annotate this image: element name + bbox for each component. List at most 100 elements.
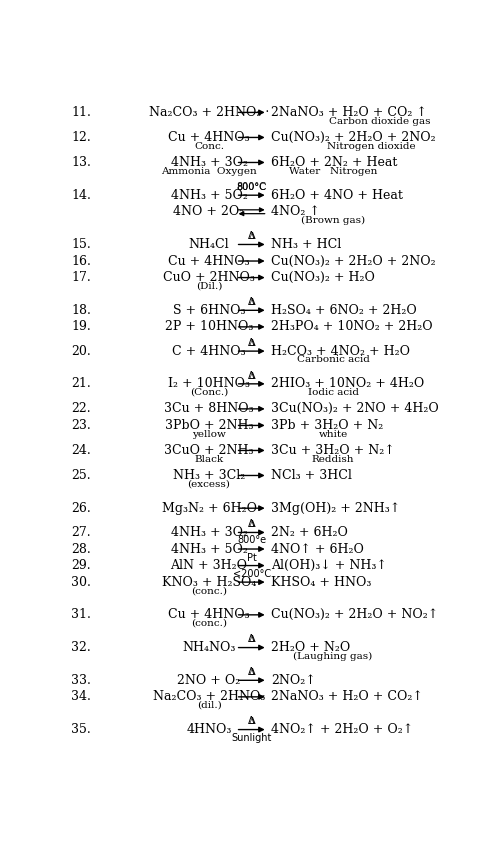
Text: 2HIO₃ + 10NO₂ + 4H₂O: 2HIO₃ + 10NO₂ + 4H₂O [271,378,424,390]
Text: Na₂CO₃ + 2HNO₃ ·: Na₂CO₃ + 2HNO₃ · [149,106,269,119]
Text: 4NH₃ + 3O₂: 4NH₃ + 3O₂ [170,526,247,539]
Text: 3PbO + 2NH₃: 3PbO + 2NH₃ [165,419,253,432]
Text: 19.: 19. [71,320,91,334]
Text: 3Cu(NO₃)₂ + 2NO + 4H₂O: 3Cu(NO₃)₂ + 2NO + 4H₂O [271,402,439,415]
Text: 30.: 30. [71,576,91,589]
Text: KHSO₄ + HNO₃: KHSO₄ + HNO₃ [271,576,371,589]
Text: (conc.): (conc.) [191,619,227,628]
Text: 3Pb + 3H₂O + N₂: 3Pb + 3H₂O + N₂ [271,419,383,432]
Text: 4NH₃ + 3O₂: 4NH₃ + 3O₂ [170,156,247,169]
Text: 2NaNO₃ + H₂O + CO₂ ↑: 2NaNO₃ + H₂O + CO₂ ↑ [271,106,427,119]
Text: Pt: Pt [247,553,256,563]
Text: 25.: 25. [71,469,91,482]
Text: 33.: 33. [71,674,91,687]
Text: 29.: 29. [71,559,91,572]
Text: Δ: Δ [248,371,255,381]
Text: NCl₃ + 3HCl: NCl₃ + 3HCl [271,469,352,482]
Text: NH₄NO₃: NH₄NO₃ [182,641,236,654]
Text: Δ: Δ [248,372,255,380]
Text: Al(OH)₃↓ + NH₃↑: Al(OH)₃↓ + NH₃↑ [271,559,387,572]
Text: Ammonia  Oxygen: Ammonia Oxygen [161,167,257,175]
Text: 2NO₂↑: 2NO₂↑ [271,674,316,687]
Text: Iodic acid: Iodic acid [307,388,359,397]
Text: Cu + 4HNO₃: Cu + 4HNO₃ [168,255,250,268]
Text: 3Cu + 3H₂O + N₂↑: 3Cu + 3H₂O + N₂↑ [271,444,395,457]
Text: yellow: yellow [192,429,226,439]
Text: NH₄Cl: NH₄Cl [189,238,229,251]
Text: 6H₂O + 2N₂ + Heat: 6H₂O + 2N₂ + Heat [271,156,397,169]
Text: 32.: 32. [71,641,91,654]
Text: 3CuO + 2NH₃: 3CuO + 2NH₃ [164,444,254,457]
Text: 17.: 17. [71,271,91,284]
Text: KNO₃ + H₂SO₄: KNO₃ + H₂SO₄ [162,576,256,589]
Text: Δ: Δ [248,298,255,307]
Text: Nitrogen dioxide: Nitrogen dioxide [328,141,416,151]
Text: 16.: 16. [71,255,91,268]
Text: 24.: 24. [71,444,91,457]
Text: Δ: Δ [248,297,255,307]
Text: (Brown gas): (Brown gas) [301,216,365,225]
Text: 4NH₃ + 5O₂: 4NH₃ + 5O₂ [170,189,247,202]
Text: Cu(NO₃)₂ + 2H₂O + 2NO₂: Cu(NO₃)₂ + 2H₂O + 2NO₂ [271,255,436,268]
Text: 22.: 22. [71,402,91,415]
Text: Δ: Δ [248,668,255,677]
Text: 2H₃PO₄ + 10NO₂ + 2H₂O: 2H₃PO₄ + 10NO₂ + 2H₂O [271,320,433,334]
Text: Cu(NO₃)₂ + H₂O: Cu(NO₃)₂ + H₂O [271,271,375,284]
Text: Water   Nitrogen: Water Nitrogen [289,167,377,175]
Text: 11.: 11. [71,106,91,119]
Text: 23.: 23. [71,419,91,432]
Text: 800°e: 800°e [237,535,266,545]
Text: (dil.): (dil.) [197,701,221,710]
Text: 35.: 35. [71,723,91,736]
Text: Δ: Δ [248,634,255,645]
Text: I₂ + 10HNO₃: I₂ + 10HNO₃ [168,378,250,390]
Text: Conc.: Conc. [194,141,224,151]
Text: 4HNO₃: 4HNO₃ [186,723,232,736]
Text: C + 4HNO₃: C + 4HNO₃ [172,345,246,357]
Text: 14.: 14. [71,189,91,202]
Text: Δ: Δ [248,519,255,529]
Text: Cu + 4HNO₃: Cu + 4HNO₃ [168,131,250,144]
Text: Δ: Δ [248,339,255,348]
Text: Carbon dioxide gas: Carbon dioxide gas [329,117,430,125]
Text: 2P + 10HNO₃: 2P + 10HNO₃ [165,320,253,334]
Text: (Dil.): (Dil.) [196,282,222,291]
Text: 3Cu + 8HNO₃: 3Cu + 8HNO₃ [164,402,254,415]
Text: 800°C: 800°C [237,182,267,192]
Text: 6H₂O + 4NO + Heat: 6H₂O + 4NO + Heat [271,189,403,202]
Text: 21.: 21. [71,378,91,390]
Text: Carbonic acid: Carbonic acid [296,355,370,364]
Text: AlN + 3H₂O: AlN + 3H₂O [170,559,247,572]
Text: 12.: 12. [71,131,91,144]
Text: 3Mg(OH)₂ + 2NH₃↑: 3Mg(OH)₂ + 2NH₃↑ [271,501,400,515]
Text: 2N₂ + 6H₂O: 2N₂ + 6H₂O [271,526,348,539]
Text: Δ: Δ [248,716,255,726]
Text: H₂SO₄ + 6NO₂ + 2H₂O: H₂SO₄ + 6NO₂ + 2H₂O [271,304,417,317]
Text: (excess): (excess) [188,479,230,489]
Text: CuO + 2HNO₃: CuO + 2HNO₃ [163,271,255,284]
Text: 13.: 13. [71,156,91,169]
Text: Δ: Δ [248,338,255,348]
Text: Cu(NO₃)₂ + 2H₂O + 2NO₂: Cu(NO₃)₂ + 2H₂O + 2NO₂ [271,131,436,144]
Text: (conc.): (conc.) [191,586,227,595]
Text: 34.: 34. [71,690,91,703]
Text: 2NO + O₂: 2NO + O₂ [177,674,241,687]
Text: Δ: Δ [248,520,255,529]
Text: 2H₂O + N₂O: 2H₂O + N₂O [271,641,350,654]
Text: Cu(NO₃)₂ + 2H₂O + NO₂↑: Cu(NO₃)₂ + 2H₂O + NO₂↑ [271,608,438,622]
Text: 15.: 15. [71,238,91,251]
Text: NH₃ + HCl: NH₃ + HCl [271,238,341,251]
Text: Cu + 4HNO₃: Cu + 4HNO₃ [168,608,250,622]
Text: 27.: 27. [71,526,91,539]
Text: 2NaNO₃ + H₂O + CO₂↑: 2NaNO₃ + H₂O + CO₂↑ [271,690,423,703]
Text: Mg₃N₂ + 6H₂O: Mg₃N₂ + 6H₂O [162,501,256,515]
Text: white: white [318,429,348,439]
Text: Black: Black [195,455,224,463]
Text: NH₃ + 3Cl₂: NH₃ + 3Cl₂ [173,469,245,482]
Text: 26.: 26. [71,501,91,515]
Text: S + 6HNO₃: S + 6HNO₃ [173,304,245,317]
Text: H₂CO₃ + 4NO₂ + H₂O: H₂CO₃ + 4NO₂ + H₂O [271,345,410,357]
Text: Δ: Δ [248,231,255,241]
Text: 31.: 31. [71,608,91,622]
Text: 18.: 18. [71,304,91,317]
